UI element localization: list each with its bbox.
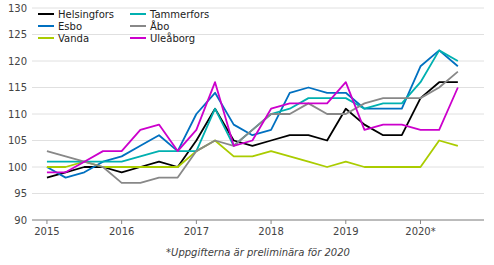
y-tick-label: 105 xyxy=(8,135,27,146)
grid-line xyxy=(32,34,484,35)
x-tick-label: 2019 xyxy=(333,226,358,237)
legend-label: Vanda xyxy=(58,33,89,44)
x-tick-label: 2015 xyxy=(34,226,59,237)
y-tick-label: 120 xyxy=(8,56,27,67)
legend-label: Åbo xyxy=(150,20,169,32)
x-tick-label: 2020* xyxy=(405,226,435,237)
legend-swatch xyxy=(130,13,146,15)
legend-label: Helsingfors xyxy=(58,9,114,20)
x-tick-label: 2017 xyxy=(184,226,209,237)
y-tick-label: 115 xyxy=(8,82,27,93)
legend-swatch xyxy=(38,37,54,39)
series-line xyxy=(47,50,458,161)
series-line xyxy=(47,141,458,168)
grid-line xyxy=(32,61,484,62)
x-tick xyxy=(196,220,197,224)
grid-line xyxy=(32,140,484,141)
y-tick-label: 90 xyxy=(14,215,27,226)
series-line xyxy=(47,50,458,177)
legend-swatch xyxy=(130,25,146,27)
series-line xyxy=(47,82,458,172)
y-tick-label: 125 xyxy=(8,29,27,40)
footnote: *Uppgifterna är preliminära för 2020 xyxy=(166,247,350,258)
series-line xyxy=(47,72,458,183)
x-tick-label: 2018 xyxy=(258,226,283,237)
legend-label: Tammerfors xyxy=(149,9,209,20)
x-tick xyxy=(121,220,122,224)
x-tick xyxy=(345,220,346,224)
grid-line xyxy=(32,114,484,115)
y-tick-label: 95 xyxy=(14,188,27,199)
legend-label: Esbo xyxy=(58,21,82,32)
legend-swatch xyxy=(38,13,54,15)
x-tick xyxy=(420,220,421,224)
legend-swatch xyxy=(130,37,146,39)
y-tick-label: 130 xyxy=(8,3,27,14)
chart: 90 95 100 105 110 115 120 125 130 2015 2016 2017 201… xyxy=(0,0,494,265)
plot-lines xyxy=(47,50,458,183)
x-tick-label: 2016 xyxy=(109,226,134,237)
grid-line xyxy=(32,193,484,194)
y-tick-label: 110 xyxy=(8,109,27,120)
x-tick xyxy=(46,220,47,224)
y-tick-label: 100 xyxy=(8,162,27,173)
legend: HelsingforsEsboVanda TammerforsÅboUleåbor… xyxy=(38,9,209,44)
x-tick xyxy=(271,220,272,224)
legend-swatch xyxy=(38,25,54,27)
legend-label: Uleåborg xyxy=(150,32,195,44)
x-axis-line xyxy=(32,220,484,221)
grid-line xyxy=(32,220,484,221)
